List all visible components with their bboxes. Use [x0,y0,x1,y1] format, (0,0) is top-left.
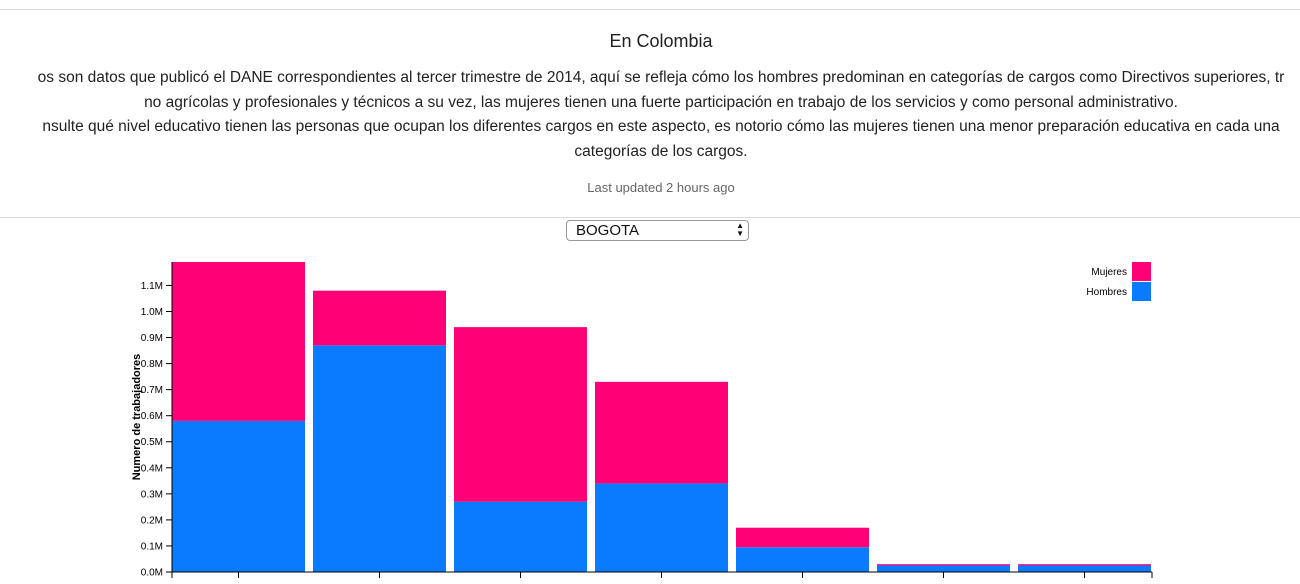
bar-hombres [313,345,446,572]
legend-label: Hombres [1086,287,1127,298]
top-divider [0,9,1300,10]
last-updated-text: Last updated 2 hours ago [587,180,735,195]
description-line: nsulte qué nivel educativo tienen las pe… [42,118,1280,135]
updown-arrows-icon: ▲ ▼ [736,221,744,238]
bar-mujeres [736,527,869,548]
bar-hombres [736,547,869,572]
region-select[interactable]: BOGOTA ▲ ▼ [566,220,749,241]
bar-mujeres [172,262,305,421]
page-title: En Colombia [609,31,713,51]
bar-hombres [595,483,728,572]
description: os son datos que publicó el DANE corresp… [0,66,1300,164]
bar-hombres [1018,565,1151,572]
bar-mujeres [595,381,728,484]
y-tick-label: 0.6M [141,411,163,422]
description-line: no agrícolas y profesionales y técnicos … [144,93,1178,111]
bar-mujeres [1018,564,1151,566]
y-tick-label: 1.0M [141,307,163,318]
bar-hombres [877,565,1010,572]
legend-swatch [1132,282,1151,301]
y-tick-label: 0.0M [141,568,163,579]
y-tick-label: 0.8M [141,359,163,370]
y-tick-label: 0.7M [141,385,163,396]
bar-hombres [454,501,587,572]
bar-mujeres [454,327,587,502]
y-tick-label: 0.9M [141,333,163,344]
section-divider [0,217,1300,218]
description-line: categorías de los cargos. [574,142,748,160]
y-tick-label: 0.4M [141,463,163,474]
y-tick-label: 0.3M [141,489,163,500]
y-tick-label: 0.1M [141,541,163,552]
y-axis-label: Numero de trabajadores [131,354,143,481]
legend-label: Mujeres [1091,267,1127,278]
y-tick-label: 0.5M [141,437,163,448]
bar-mujeres [313,290,446,346]
y-tick-label: 1.1M [141,281,163,292]
region-select-value: BOGOTA [576,222,640,239]
description-line: os son datos que publicó el DANE corresp… [37,69,1285,86]
legend-swatch [1132,262,1151,281]
y-tick-label: 0.2M [141,515,163,526]
bar-hombres [172,420,305,572]
bar-mujeres [877,564,1010,566]
